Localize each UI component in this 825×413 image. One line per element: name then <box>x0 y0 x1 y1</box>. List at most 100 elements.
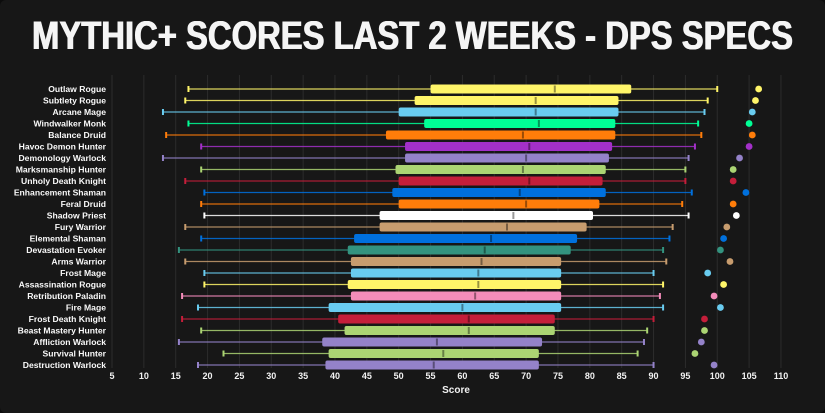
spec-label: Arms Warrior <box>51 257 106 267</box>
top-score-dot <box>720 235 728 242</box>
iqr-box <box>398 176 603 186</box>
spec-label: Fury Warrior <box>55 222 107 232</box>
top-score-dot <box>729 200 737 208</box>
spec-label: Windwalker Monk <box>33 119 106 129</box>
top-score-dot <box>729 177 737 185</box>
spec-label: Marksmanship Hunter <box>16 165 107 175</box>
spec-label: Assassination Rogue <box>19 280 107 290</box>
iqr-box <box>322 337 543 347</box>
x-tick-label: 110 <box>774 371 789 381</box>
spec-label: Fire Mage <box>66 303 106 313</box>
top-score-dot <box>732 212 740 219</box>
top-score-dot <box>748 131 756 139</box>
iqr-box <box>398 199 600 209</box>
x-tick-label: 75 <box>553 371 563 381</box>
spec-label: Subtlety Rogue <box>43 96 106 106</box>
x-tick-label: 55 <box>426 371 436 381</box>
x-tick-label: 65 <box>489 371 499 381</box>
spec-label: Beast Mastery Hunter <box>18 326 107 336</box>
spec-label: Arcane Mage <box>53 107 107 117</box>
iqr-box <box>347 280 562 289</box>
iqr-box <box>328 303 562 312</box>
x-tick-label: 85 <box>617 371 627 381</box>
top-score-dot <box>717 246 724 254</box>
x-tick-label: 10 <box>139 371 149 381</box>
top-score-dot <box>697 338 705 346</box>
top-score-dot <box>717 304 724 311</box>
iqr-box <box>379 222 587 232</box>
spec-label: Havoc Demon Hunter <box>19 142 107 152</box>
x-tick-label: 40 <box>330 371 340 381</box>
top-score-dot <box>755 85 763 93</box>
spec-label: Enhancement Shaman <box>14 188 106 198</box>
x-tick-label: 70 <box>521 371 531 381</box>
top-score-dot <box>742 189 750 196</box>
iqr-box <box>350 257 562 266</box>
spec-label: Devastation Evoker <box>26 245 106 255</box>
top-score-dot <box>748 108 756 116</box>
top-score-dot <box>701 315 708 323</box>
iqr-box <box>395 165 606 174</box>
top-score-dot <box>752 97 759 104</box>
iqr-box <box>405 153 609 163</box>
x-tick-label: 45 <box>362 371 372 381</box>
iqr-box <box>398 107 619 117</box>
spec-label: Feral Druid <box>61 199 106 209</box>
spec-label: Elemental Shaman <box>30 234 106 244</box>
iqr-box <box>344 326 555 335</box>
x-tick-label: 100 <box>710 371 725 381</box>
x-tick-label: 30 <box>266 371 276 381</box>
iqr-box <box>328 349 539 358</box>
spec-label: Survival Hunter <box>42 349 106 359</box>
spec-label: Shadow Priest <box>47 211 106 221</box>
spec-label: Frost Death Knight <box>29 314 106 324</box>
spec-label: Retribution Paladin <box>27 291 106 301</box>
page-title: MYTHIC+ SCORES LAST 2 WEEKS - DPS SPECS <box>32 13 793 58</box>
iqr-box <box>350 291 562 301</box>
top-score-dot <box>720 281 728 288</box>
top-score-dot <box>729 166 737 173</box>
top-score-dot <box>691 350 699 357</box>
top-score-dot <box>736 154 743 162</box>
iqr-box <box>354 234 578 243</box>
iqr-box <box>379 211 594 220</box>
x-tick-label: 15 <box>171 371 181 381</box>
spec-label: Frost Mage <box>60 268 106 278</box>
iqr-box <box>424 119 616 128</box>
top-score-dot <box>710 361 718 369</box>
iqr-box <box>338 314 555 324</box>
x-tick-label: 80 <box>585 371 595 381</box>
spec-label: Affliction Warlock <box>33 337 106 347</box>
iqr-box <box>414 96 619 105</box>
top-score-dot <box>745 120 753 127</box>
top-score-dot <box>710 292 718 300</box>
x-tick-label: 25 <box>234 371 244 381</box>
spec-label: Destruction Warlock <box>23 360 106 370</box>
x-tick-label: 20 <box>203 371 213 381</box>
spec-label: Unholy Death Knight <box>21 176 106 186</box>
spec-label: Balance Druid <box>48 130 106 140</box>
spec-label: Outlaw Rogue <box>48 84 106 94</box>
x-tick-label: 35 <box>298 371 308 381</box>
iqr-box <box>392 188 606 197</box>
x-tick-label: 60 <box>457 371 467 381</box>
iqr-box <box>350 268 562 278</box>
top-score-dot <box>701 327 708 334</box>
top-score-dot <box>726 258 734 265</box>
top-score-dot <box>723 223 731 231</box>
x-tick-label: 50 <box>394 371 404 381</box>
x-axis-title: Score <box>442 385 470 396</box>
x-tick-label: 95 <box>680 371 690 381</box>
x-tick-label: 5 <box>109 371 114 381</box>
iqr-box <box>347 245 571 255</box>
top-score-dot <box>704 269 712 277</box>
x-tick-label: 105 <box>742 371 757 381</box>
top-score-dot <box>745 143 753 150</box>
iqr-box <box>430 84 632 94</box>
iqr-box <box>385 130 616 140</box>
x-tick-label: 90 <box>649 371 659 381</box>
iqr-box <box>405 142 613 151</box>
iqr-box <box>325 360 539 370</box>
